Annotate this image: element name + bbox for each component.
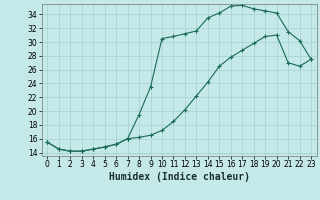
X-axis label: Humidex (Indice chaleur): Humidex (Indice chaleur) <box>109 172 250 182</box>
